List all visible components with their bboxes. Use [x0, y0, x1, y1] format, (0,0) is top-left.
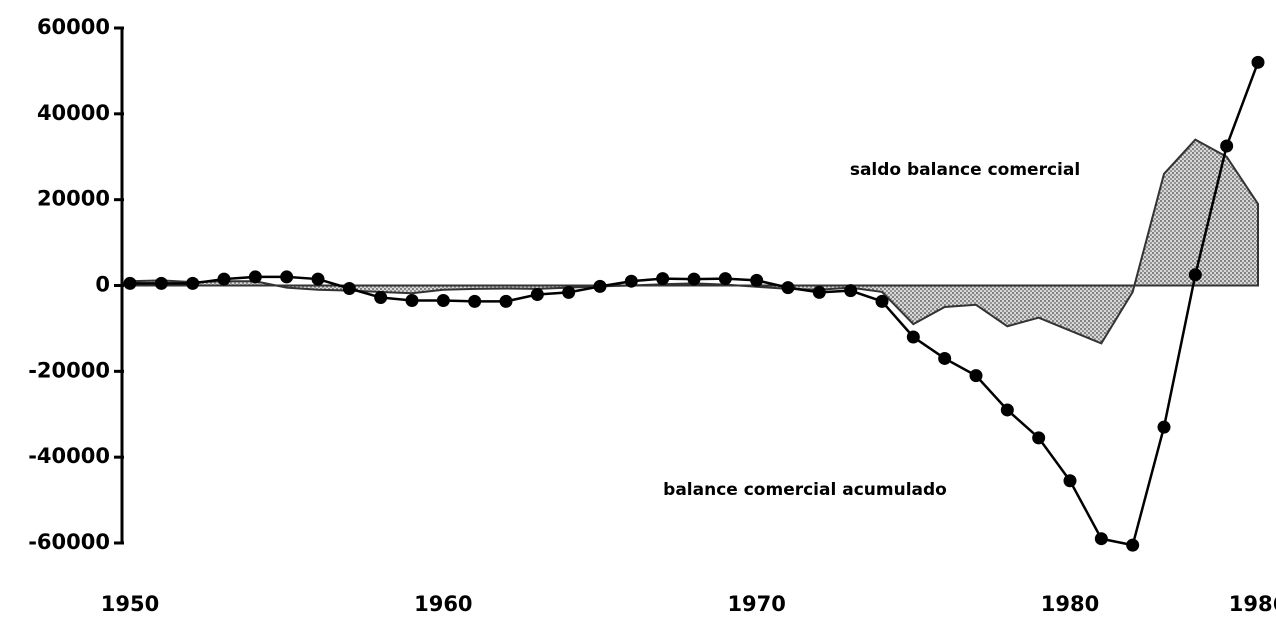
marker — [499, 294, 513, 308]
y-tick-label: 60000 — [37, 15, 110, 39]
x-tick-label: 1960 — [414, 592, 472, 616]
x-tick-label: 1970 — [727, 592, 785, 616]
marker — [1094, 532, 1108, 546]
marker — [1220, 139, 1234, 153]
marker — [656, 272, 670, 286]
marker — [687, 272, 701, 286]
marker — [374, 291, 388, 305]
y-tick-label: 20000 — [37, 187, 110, 211]
marker — [436, 294, 450, 308]
y-tick-label: -60000 — [28, 530, 110, 554]
marker — [280, 270, 294, 284]
marker — [154, 276, 168, 290]
marker — [718, 272, 732, 286]
marker — [123, 276, 137, 290]
marker — [1251, 55, 1265, 69]
marker — [405, 294, 419, 308]
marker — [593, 279, 607, 293]
marker — [875, 294, 889, 308]
annotation: balance comercial acumulado — [663, 480, 947, 500]
y-tick-label: 0 — [95, 273, 110, 297]
y-tick-label: -40000 — [28, 444, 110, 468]
annotation: saldo balance comercial — [850, 160, 1080, 180]
marker — [530, 288, 544, 302]
marker — [844, 284, 858, 298]
marker — [1000, 403, 1014, 417]
marker — [186, 276, 200, 290]
marker — [1188, 268, 1202, 282]
marker — [906, 330, 920, 344]
marker — [938, 351, 952, 365]
marker — [342, 282, 356, 296]
marker — [1157, 420, 1171, 434]
marker — [1126, 538, 1140, 552]
x-tick-label: 1950 — [101, 592, 159, 616]
marker — [624, 274, 638, 288]
marker — [468, 294, 482, 308]
y-tick-label: -20000 — [28, 358, 110, 382]
marker — [750, 273, 764, 287]
marker — [311, 272, 325, 286]
marker — [781, 281, 795, 295]
area — [129, 138, 1259, 345]
marker — [248, 270, 262, 284]
marker — [969, 369, 983, 383]
x-tick-label: 1986 — [1229, 592, 1276, 616]
x-tick-label: 1980 — [1041, 592, 1099, 616]
y-tick-label: 40000 — [37, 101, 110, 125]
marker — [562, 285, 576, 299]
marker — [217, 272, 231, 286]
marker — [1032, 431, 1046, 445]
marker — [1063, 474, 1077, 488]
marker — [812, 285, 826, 299]
